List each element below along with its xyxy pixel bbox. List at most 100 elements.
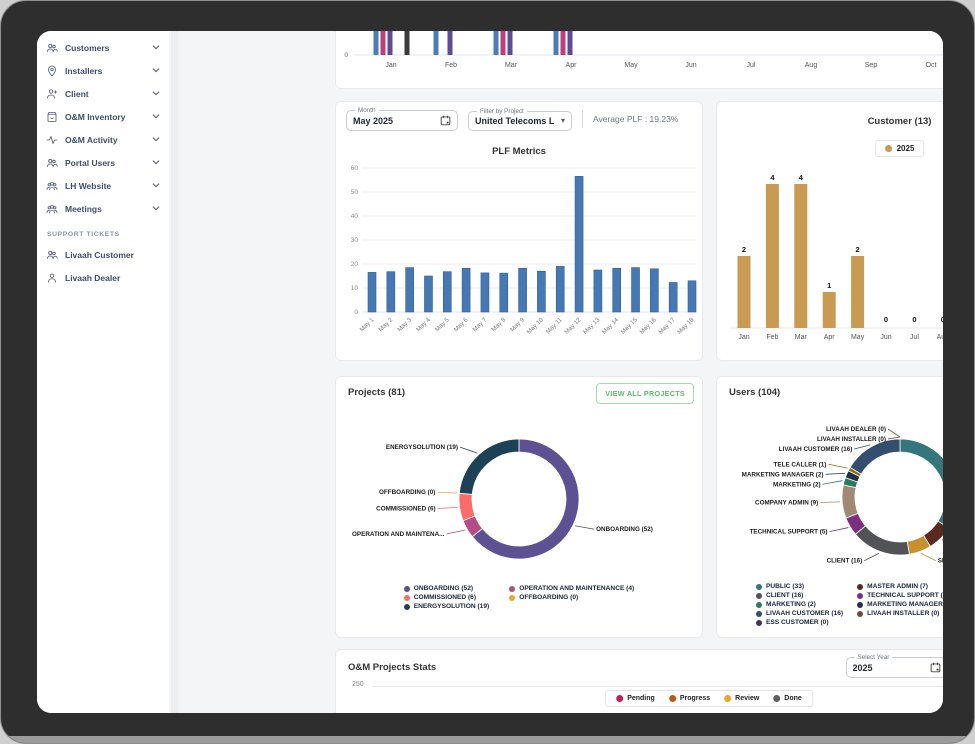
svg-text:May 5: May 5	[434, 316, 451, 333]
legend-label: CLIENT (16)	[766, 592, 804, 599]
svg-text:SITE ENGINEER (6): SITE ENGINEER (6)	[938, 558, 943, 565]
sidebar-scrollbar[interactable]	[171, 31, 178, 713]
person-icon	[46, 272, 58, 284]
sidebar-item-meetings[interactable]: Meetings	[37, 197, 169, 220]
chevron-down-icon	[152, 45, 160, 50]
svg-text:2: 2	[742, 245, 746, 254]
month-picker[interactable]: Month May 2025	[346, 107, 458, 131]
legend-item-offboarding-0: OFFBOARDING (0)	[509, 594, 634, 601]
legend-dot	[857, 583, 864, 590]
calendar-icon[interactable]	[440, 115, 451, 126]
sidebar-item-label: Livaah Dealer	[65, 272, 121, 283]
legend-dot	[403, 594, 410, 601]
legend-label: Done	[784, 695, 802, 702]
svg-text:May 4: May 4	[415, 316, 432, 333]
users-icon	[46, 157, 58, 169]
svg-text:30: 30	[351, 237, 359, 244]
legend-dot	[668, 695, 676, 702]
chevron-down-icon	[152, 183, 160, 188]
legend-dot	[756, 619, 763, 626]
om-gridline	[372, 686, 943, 687]
month-picker-label: Month	[358, 107, 376, 114]
svg-text:Aug: Aug	[937, 334, 943, 341]
legend-dot	[756, 592, 763, 599]
legend-label: OPERATION AND MAINTENANCE (4)	[519, 585, 635, 592]
sidebar-item-client[interactable]: Client	[37, 82, 169, 105]
sidebar-item-label: Installers	[65, 65, 103, 76]
legend-label: Progress	[679, 695, 711, 702]
svg-text:OFFBOARDING (0): OFFBOARDING (0)	[379, 489, 435, 496]
sidebar-item-livaah-customer[interactable]: Livaah Customer	[37, 243, 169, 266]
svg-text:Jan: Jan	[738, 334, 749, 341]
legend-label: MARKETING MANAGER (2)	[867, 601, 943, 608]
svg-text:MARKETING MANAGER (2): MARKETING MANAGER (2)	[742, 471, 824, 478]
sidebar-item-o-m-activity[interactable]: O&M Activity	[37, 128, 169, 151]
om-controls: Select Year 2025 VIEW ALL REPORTS	[845, 654, 943, 678]
year-select[interactable]: Select Year 2025	[845, 654, 943, 678]
svg-text:Aug: Aug	[805, 62, 818, 69]
om-legend: Pending Progress Review Done	[605, 690, 813, 707]
legend-dot	[616, 695, 624, 702]
legend-item-marketing-2: MARKETING (2)	[756, 601, 843, 608]
svg-text:May 8: May 8	[490, 316, 507, 333]
svg-text:May 15: May 15	[620, 316, 640, 336]
month-picker-value: May 2025	[353, 115, 394, 126]
users-icon	[46, 249, 58, 261]
legend-dot-2025	[884, 145, 892, 152]
legend-dot	[756, 610, 763, 617]
sidebar-item-lh-website[interactable]: LH Website	[37, 174, 169, 197]
sidebar-item-o-m-inventory[interactable]: O&M Inventory	[37, 105, 169, 128]
project-filter-value: United Telecoms Li...	[475, 115, 555, 126]
users-icon	[46, 42, 58, 54]
svg-text:Jun: Jun	[880, 334, 891, 341]
svg-text:May: May	[624, 62, 638, 69]
project-filter-select[interactable]: Filter by Project United Telecoms Li... …	[468, 107, 572, 131]
chevron-down-icon	[152, 137, 160, 142]
svg-text:TECHNICAL SUPPORT (5): TECHNICAL SUPPORT (5)	[750, 529, 828, 536]
svg-text:COMPANY ADMIN (9): COMPANY ADMIN (9)	[755, 499, 818, 506]
svg-text:May 7: May 7	[471, 316, 488, 333]
svg-text:4: 4	[799, 173, 804, 182]
svg-text:May 18: May 18	[676, 316, 696, 336]
om-y-tick: 250	[352, 681, 364, 688]
legend-dot	[756, 601, 763, 608]
legend-label: TECHNICAL SUPPORT (5)	[867, 592, 943, 599]
svg-text:10: 10	[351, 285, 359, 292]
legend-dot	[403, 585, 410, 592]
chevron-down-icon	[152, 160, 160, 165]
customer-chart-title: Customer (13)	[867, 116, 932, 127]
year-select-label: Select Year	[857, 654, 890, 661]
sidebar-item-livaah-dealer[interactable]: Livaah Dealer	[37, 266, 169, 289]
svg-text:Feb: Feb	[766, 334, 778, 341]
legend-label: PUBLIC (33)	[766, 583, 805, 590]
plf-chart-title: PLF Metrics	[492, 146, 546, 157]
svg-text:0: 0	[912, 315, 916, 324]
app-window: Customers Installers Client O&M Inventory O&…	[37, 31, 943, 713]
svg-text:OPERATION AND MAINTENA...: OPERATION AND MAINTENA...	[352, 531, 445, 538]
legend-label: ESS CUSTOMER (0)	[766, 619, 829, 626]
svg-text:May 12: May 12	[563, 316, 583, 336]
om-legend-item-done: Done	[773, 695, 802, 702]
svg-text:May 3: May 3	[396, 316, 413, 333]
sidebar-item-installers[interactable]: Installers	[37, 59, 169, 82]
sidebar-item-label: O&M Inventory	[65, 111, 126, 122]
om-projects-stats-card: O&M Projects Stats Select Year 2025	[335, 649, 943, 713]
person-add-icon	[46, 88, 58, 100]
calendar-icon[interactable]	[930, 662, 941, 673]
legend-label: COMMISSIONED (6)	[413, 594, 477, 601]
plf-metrics-card: Month May 2025 Filter by Pro	[335, 101, 703, 361]
svg-text:May: May	[851, 334, 865, 341]
view-all-projects-button[interactable]: VIEW ALL PROJECTS	[596, 383, 694, 404]
users-donut-chart: LIVAAH DEALER (0) LIVAAH INSTALLER (0) LIV…	[742, 426, 943, 565]
svg-text:ENERGYSOLUTION (19): ENERGYSOLUTION (19)	[386, 444, 458, 451]
legend-label: ONBOARDING (52)	[413, 585, 474, 592]
sidebar-item-portal-users[interactable]: Portal Users	[37, 151, 169, 174]
legend-item-marketing-manager-2: MARKETING MANAGER (2)	[857, 601, 943, 608]
projects-card: Projects (81) VIEW ALL PROJECTS ENERGYSO…	[335, 376, 703, 638]
projects-title: Projects (81)	[348, 387, 406, 398]
legend-item-operation-and-maintenance-4: OPERATION AND MAINTENANCE (4)	[509, 585, 634, 592]
customer-bar-chart: 2Jan4Feb4Mar1Apr2May0Jun0Jul0Aug0Sep0Oct…	[729, 173, 943, 341]
svg-text:0: 0	[354, 309, 358, 316]
sidebar-item-customers[interactable]: Customers	[37, 36, 169, 59]
average-plf-text: Average PLF : 19.23%	[582, 110, 678, 128]
